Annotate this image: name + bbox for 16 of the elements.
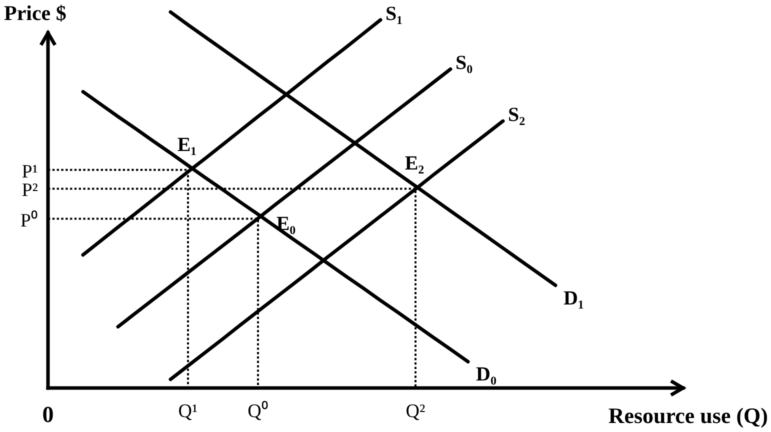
x-axis-title: Resource use (Q) [608, 403, 768, 428]
x-tick-label: Q¹ [178, 401, 198, 422]
annotation: P⁰ [20, 209, 38, 232]
annotation: E₂ [404, 152, 424, 175]
x-tick-label: Q⁰ [248, 400, 268, 422]
y-axis-title: Price $ [4, 1, 66, 25]
series-label: S₂ [508, 104, 526, 126]
series-label: D₀ [476, 364, 496, 386]
x-tick-label: 0 [42, 402, 54, 427]
annotation: E₁ [177, 134, 197, 156]
series-label: S₀ [456, 52, 473, 74]
series-label: S₁ [386, 2, 403, 25]
x-tick-label: Q² [406, 401, 426, 422]
annotation: P² [22, 180, 38, 202]
annotation: P¹ [22, 161, 38, 182]
series-label: D₁ [564, 287, 584, 310]
